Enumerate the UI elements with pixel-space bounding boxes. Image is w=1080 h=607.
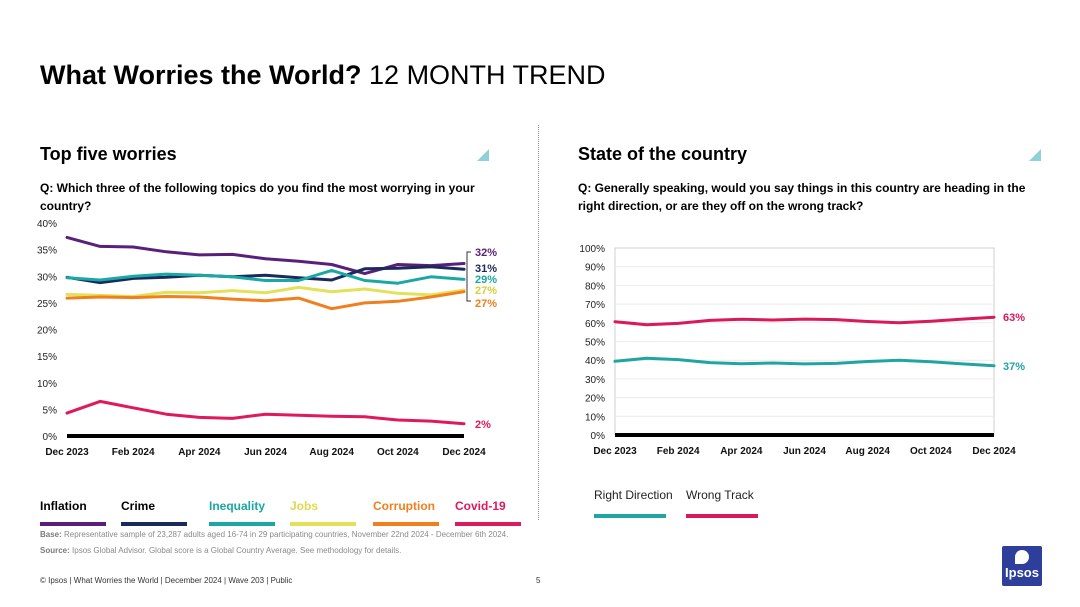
- end-label-covid: 2%: [475, 419, 491, 431]
- end-label-jobs: 27%: [475, 285, 497, 297]
- page-title-bold: What Worries the World?: [40, 60, 362, 90]
- x-tick-label: Dec 2023: [593, 446, 637, 457]
- series-line-wrong_track: [613, 315, 996, 327]
- x-tick-label: Dec 2024: [442, 447, 486, 458]
- end-label-right_direction: 37%: [1003, 361, 1025, 373]
- legend-label: Covid-19: [455, 499, 506, 513]
- end-label-crime: 31%: [475, 263, 497, 275]
- y-tick-label: 20%: [585, 394, 605, 405]
- y-tick-label: 25%: [37, 299, 57, 310]
- base-note: Base: Representative sample of 23,287 ad…: [40, 530, 508, 539]
- legend-label: Right Direction: [594, 488, 673, 502]
- y-tick-label: 35%: [37, 246, 57, 257]
- y-tick-label: 100%: [579, 244, 605, 255]
- x-tick-label: Oct 2024: [910, 446, 952, 457]
- x-tick-label: Jun 2024: [244, 447, 287, 458]
- y-tick-label: 60%: [585, 319, 605, 330]
- x-tick-label: Apr 2024: [178, 447, 221, 458]
- end-label-corruption: 27%: [475, 298, 497, 310]
- legend-swatch: [686, 514, 758, 518]
- legend-swatch: [373, 522, 439, 526]
- x-tick-label: Dec 2023: [45, 447, 89, 458]
- ipsos-logo: Ipsos: [1002, 546, 1042, 586]
- x-tick-label: Apr 2024: [720, 446, 763, 457]
- end-label-inflation: 32%: [475, 247, 497, 259]
- y-tick-label: 70%: [585, 300, 605, 311]
- series-line-inflation: [65, 235, 466, 276]
- y-tick-label: 10%: [37, 379, 57, 390]
- state-of-country-chart: 0% 10% 20% 30% 40% 50% 60% 70% 80% 90% 100% Dec 202…: [579, 244, 1025, 457]
- panel-divider: [538, 125, 539, 520]
- x-tick-label: Aug 2024: [309, 447, 354, 458]
- page-title: What Worries the World? 12 MONTH TREND: [40, 60, 606, 91]
- x-tick-label: Feb 2024: [657, 446, 700, 457]
- legend-swatch: [594, 514, 666, 518]
- logo-text: Ipsos: [1005, 565, 1039, 580]
- source-note-label: Source:: [40, 546, 70, 555]
- footer-text: © Ipsos | What Worries the World | Decem…: [40, 576, 293, 585]
- series-line-jobs: [65, 285, 466, 298]
- base-note-label: Base:: [40, 530, 62, 539]
- legend-item-inequality: Inequality: [209, 499, 275, 526]
- x-tick-label: Oct 2024: [377, 447, 419, 458]
- page-number: 5: [536, 576, 541, 585]
- y-tick-label: 15%: [37, 352, 57, 363]
- end-label-wrong_track: 63%: [1003, 312, 1025, 324]
- y-tick-label: 5%: [43, 405, 58, 416]
- worries-chart: 0% 5% 10% 15% 20% 25% 30% 35% 40% Dec 2023 Feb 202…: [37, 219, 497, 458]
- right-question: Q: Generally speaking, would you say thi…: [578, 181, 1026, 213]
- source-note-text: Ipsos Global Advisor. Global score is a …: [72, 546, 402, 555]
- legend-item-covid: Covid-19: [455, 499, 521, 526]
- y-tick-label: 90%: [585, 263, 605, 274]
- series-line-crime: [65, 265, 466, 285]
- legend-swatch: [209, 522, 275, 526]
- legend-label: Inflation: [40, 499, 87, 513]
- y-tick-label: 10%: [585, 412, 605, 423]
- end-label-inequality: 29%: [475, 274, 497, 286]
- corner-triangle-icon: [477, 149, 489, 161]
- y-tick-label: 40%: [585, 356, 605, 367]
- left-question: Q: Which three of the following topics d…: [40, 181, 475, 213]
- y-tick-label: 0%: [591, 431, 606, 442]
- legend-swatch: [40, 522, 106, 526]
- y-tick-label: 30%: [585, 375, 605, 386]
- legend-swatch: [455, 522, 521, 526]
- legend-item-jobs: Jobs: [290, 499, 356, 526]
- right-panel-title: State of the country: [578, 144, 748, 164]
- x-tick-label: Feb 2024: [112, 447, 155, 458]
- x-tick-label: Aug 2024: [845, 446, 890, 457]
- left-panel-title: Top five worries: [40, 144, 177, 164]
- y-tick-label: 80%: [585, 281, 605, 292]
- series-line-covid: [65, 399, 466, 426]
- legend-item-corruption: Corruption: [373, 499, 439, 526]
- legend-item-inflation: Inflation: [40, 499, 106, 526]
- legend-label: Inequality: [209, 499, 266, 513]
- y-tick-label: 40%: [37, 219, 57, 230]
- y-tick-label: 20%: [37, 326, 57, 337]
- legend-label: Crime: [121, 499, 156, 513]
- y-tick-label: 0%: [43, 432, 58, 443]
- legend-item-right-direction: Right Direction: [594, 488, 673, 518]
- series-line-inequality: [65, 268, 466, 285]
- x-tick-label: Dec 2024: [972, 446, 1016, 457]
- y-tick-label: 50%: [585, 338, 605, 349]
- legend-label: Jobs: [290, 499, 319, 513]
- source-note: Source: Ipsos Global Advisor. Global sco…: [40, 546, 401, 555]
- base-note-text: Representative sample of 23,287 adults a…: [64, 530, 509, 539]
- series-line-right_direction: [613, 356, 996, 368]
- logo-mark-icon: [1015, 550, 1029, 564]
- legend-label: Wrong Track: [686, 488, 754, 502]
- corner-triangle-icon: [1029, 149, 1041, 161]
- page-title-subtitle: 12 MONTH TREND: [369, 60, 606, 90]
- end-label-bracket: [466, 251, 471, 302]
- y-tick-label: 30%: [37, 272, 57, 283]
- legend-label: Corruption: [373, 499, 435, 513]
- series-line-corruption: [65, 290, 466, 311]
- x-tick-label: Jun 2024: [783, 446, 826, 457]
- legend-swatch: [121, 522, 187, 526]
- legend-item-wrong-track: Wrong Track: [686, 488, 758, 518]
- legend-swatch: [290, 522, 356, 526]
- legend-item-crime: Crime: [121, 499, 187, 526]
